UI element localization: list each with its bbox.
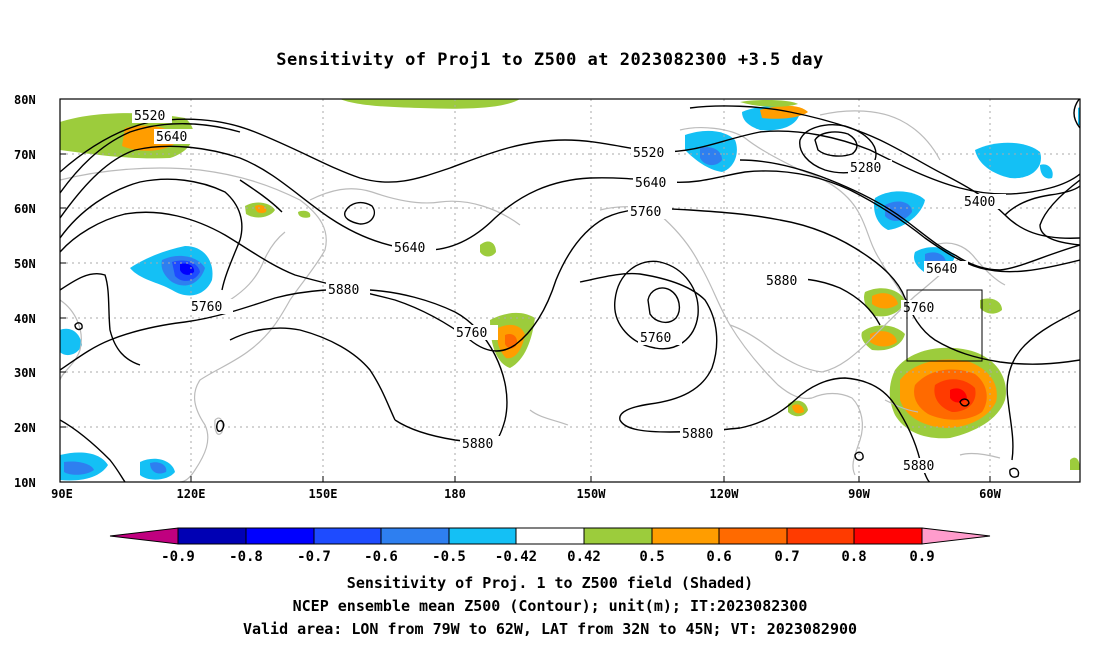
footer-line-1: Sensitivity of Proj. 1 to Z500 field (Sh… <box>346 574 754 592</box>
contour-cutoff-low-inner <box>647 287 681 324</box>
colorbar-cell <box>583 527 653 545</box>
colorbar-end-left <box>109 527 179 545</box>
contour-cutoff-low-outer <box>614 260 699 350</box>
colorbar-label: -0.7 <box>297 549 331 565</box>
grid-lines <box>60 99 1080 482</box>
colorbar-label: 0.7 <box>774 549 799 565</box>
lon-label: 150E <box>309 487 338 501</box>
colorbar-label: 0.8 <box>841 549 866 565</box>
colorbar-label: -0.8 <box>229 549 263 565</box>
contour-5520-north <box>60 118 1080 195</box>
lat-label: 30N <box>14 366 36 380</box>
valid-area-box <box>906 289 983 362</box>
lon-label: 90W <box>848 487 870 501</box>
lat-label: 60N <box>14 202 36 216</box>
contour-label: 5760 <box>456 326 487 341</box>
contour-label: 5520 <box>134 109 165 124</box>
colorbar-cell <box>245 527 315 545</box>
lat-label: 10N <box>14 476 36 490</box>
plot-frame <box>59 98 1081 483</box>
colorbar-cell <box>380 527 450 545</box>
colorbar-cell <box>448 527 517 545</box>
colorbar-end-right <box>921 527 991 545</box>
contour-label: 5880 <box>462 437 493 452</box>
contour-label: 5880 <box>328 283 359 298</box>
contour-label: 5880 <box>766 274 797 289</box>
axis-ticks <box>60 98 991 483</box>
lon-label: 150W <box>577 487 607 501</box>
colorbar-cell <box>718 527 788 545</box>
map-title: Sensitivity of Proj1 to Z500 at 20230823… <box>276 50 824 70</box>
contour-label: 5880 <box>682 427 713 442</box>
lon-label: 180 <box>444 487 466 501</box>
z500-contours <box>60 99 1080 482</box>
colorbar-cell <box>651 527 720 545</box>
contour-label: 5640 <box>926 262 957 277</box>
contour-label: 5760 <box>903 301 934 316</box>
contour-label: 5280 <box>850 161 881 176</box>
contour-label: 5880 <box>903 459 934 474</box>
contour-label: 5520 <box>633 146 664 161</box>
colorbar-cell <box>853 527 923 545</box>
colorbar-label: -0.9 <box>161 549 195 565</box>
lat-label: 70N <box>14 148 36 162</box>
lon-label: 90E <box>51 487 73 501</box>
contour-label: 5640 <box>635 176 666 191</box>
contour-label: 5760 <box>640 331 671 346</box>
lat-label: 40N <box>14 312 36 326</box>
colorbar <box>109 527 991 545</box>
contour-label: 5760 <box>630 205 661 220</box>
contour-label: 5400 <box>964 195 995 210</box>
footer-line-2: NCEP ensemble mean Z500 (Contour); unit(… <box>292 597 808 615</box>
footer-line-3: Valid area: LON from 79W to 62W, LAT fro… <box>242 620 858 638</box>
colorbar-cell <box>786 527 855 545</box>
contour-labels: 5520 5640 5520 5640 5760 5280 5400 5640 … <box>132 108 1006 474</box>
latitude-labels: 80N 70N 60N 50N 40N 30N 20N 10N <box>14 93 36 490</box>
contour-label: 5640 <box>156 130 187 145</box>
lon-label: 120E <box>177 487 206 501</box>
contour-label: 5640 <box>394 241 425 256</box>
contour-label: 5760 <box>191 300 222 315</box>
colorbar-label: 0.9 <box>909 549 934 565</box>
lat-label: 50N <box>14 257 36 271</box>
colorbar-cell <box>313 527 382 545</box>
colorbar-cell <box>515 527 585 545</box>
colorbar-cell <box>177 527 247 545</box>
coastlines <box>60 110 1006 482</box>
contour-5640 <box>60 145 1080 273</box>
colorbar-label: -0.5 <box>432 549 466 565</box>
colorbar-label: 0.6 <box>706 549 731 565</box>
colorbar-label: 0.5 <box>639 549 664 565</box>
lat-label: 80N <box>14 93 36 107</box>
lon-label: 120W <box>710 487 740 501</box>
colorbar-label: 0.42 <box>567 549 601 565</box>
colorbar-labels: -0.9 -0.8 -0.7 -0.6 -0.5 -0.42 0.42 0.5 … <box>161 549 935 565</box>
colorbar-label: -0.42 <box>495 549 537 565</box>
lon-label: 60W <box>979 487 1001 501</box>
longitude-labels: 90E 120E 150E 180 150W 120W 90W 60W <box>51 487 1001 501</box>
colorbar-label: -0.6 <box>364 549 398 565</box>
lat-label: 20N <box>14 421 36 435</box>
